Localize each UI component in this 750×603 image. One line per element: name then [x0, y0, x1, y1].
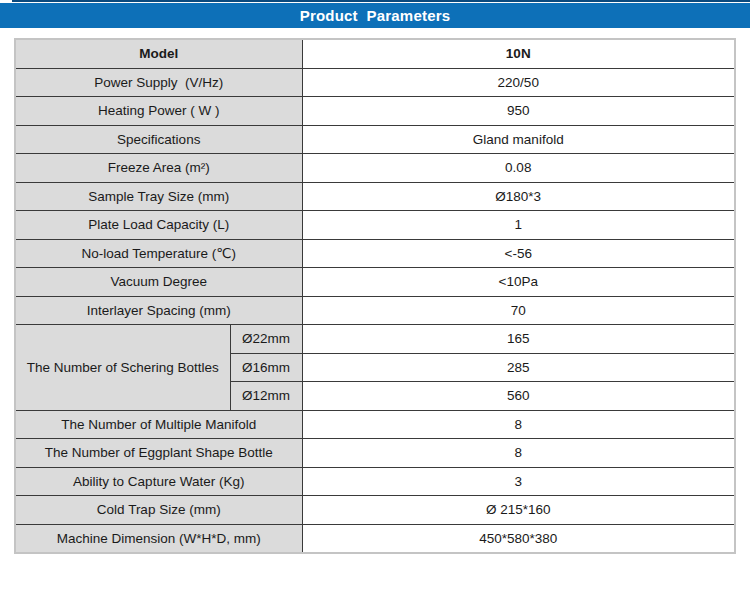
param-value-machine-dimension: 450*580*380 [302, 524, 735, 553]
param-sublabel-12mm: Ø12mm [230, 382, 302, 411]
table-row-heating-power: Heating Power ( W ) 950 [15, 97, 735, 126]
param-value-power-supply: 220/50 [302, 68, 735, 97]
parameters-table: Model 10N Power Supply (V/Hz) 220/50 Hea… [14, 38, 736, 554]
param-value-eggplant-bottle: 8 [302, 439, 735, 468]
param-label-eggplant-bottle: The Number of Eggplant Shape Bottle [15, 439, 302, 468]
param-label-multiple-manifold: The Number of Multiple Manifold [15, 410, 302, 439]
param-label-heating-power: Heating Power ( W ) [15, 97, 302, 126]
table-row-specifications: Specifications Gland manifold [15, 125, 735, 154]
param-value-vacuum-degree: <10Pa [302, 268, 735, 297]
table-row-freeze-area: Freeze Area (m²) 0.08 [15, 154, 735, 183]
param-value-16mm: 285 [302, 353, 735, 382]
param-value-model: 10N [302, 39, 735, 68]
param-label-vacuum-degree: Vacuum Degree [15, 268, 302, 297]
table-row-vacuum-degree: Vacuum Degree <10Pa [15, 268, 735, 297]
param-label-cold-trap-size: Cold Trap Size (mm) [15, 496, 302, 525]
param-label-sample-tray-size: Sample Tray Size (mm) [15, 182, 302, 211]
param-value-specifications: Gland manifold [302, 125, 735, 154]
param-sublabel-22mm: Ø22mm [230, 325, 302, 354]
param-label-no-load-temperature: No-load Temperature (℃) [15, 239, 302, 268]
table-row-interlayer-spacing: Interlayer Spacing (mm) 70 [15, 296, 735, 325]
param-label-capture-water: Ability to Capture Water (Kg) [15, 467, 302, 496]
param-label-model: Model [15, 39, 302, 68]
param-value-multiple-manifold: 8 [302, 410, 735, 439]
param-value-heating-power: 950 [302, 97, 735, 126]
table-row-machine-dimension: Machine Dimension (W*H*D, mm) 450*580*38… [15, 524, 735, 553]
param-value-no-load-temperature: <-56 [302, 239, 735, 268]
param-value-sample-tray-size: Ø180*3 [302, 182, 735, 211]
param-label-plate-load-capacity: Plate Load Capacity (L) [15, 211, 302, 240]
product-parameters-table: Model 10N Power Supply (V/Hz) 220/50 Hea… [14, 38, 736, 554]
param-label-specifications: Specifications [15, 125, 302, 154]
param-value-22mm: 165 [302, 325, 735, 354]
table-row-schering-22mm: The Number of Schering Bottles Ø22mm 165 [15, 325, 735, 354]
param-label-machine-dimension: Machine Dimension (W*H*D, mm) [15, 524, 302, 553]
table-row-power-supply: Power Supply (V/Hz) 220/50 [15, 68, 735, 97]
table-row-eggplant-bottle: The Number of Eggplant Shape Bottle 8 [15, 439, 735, 468]
param-label-power-supply: Power Supply (V/Hz) [15, 68, 302, 97]
param-value-capture-water: 3 [302, 467, 735, 496]
param-value-cold-trap-size: Ø 215*160 [302, 496, 735, 525]
table-row-multiple-manifold: The Number of Multiple Manifold 8 [15, 410, 735, 439]
param-value-freeze-area: 0.08 [302, 154, 735, 183]
param-label-interlayer-spacing: Interlayer Spacing (mm) [15, 296, 302, 325]
param-label-schering-bottles: The Number of Schering Bottles [15, 325, 230, 411]
table-row-model: Model 10N [15, 39, 735, 68]
param-value-12mm: 560 [302, 382, 735, 411]
page-title: Product Parameters [0, 3, 750, 28]
table-row-cold-trap-size: Cold Trap Size (mm) Ø 215*160 [15, 496, 735, 525]
table-row-sample-tray-size: Sample Tray Size (mm) Ø180*3 [15, 182, 735, 211]
table-row-plate-load-capacity: Plate Load Capacity (L) 1 [15, 211, 735, 240]
param-value-interlayer-spacing: 70 [302, 296, 735, 325]
top-accent-line [12, 0, 750, 2]
table-row-no-load-temperature: No-load Temperature (℃) <-56 [15, 239, 735, 268]
table-row-capture-water: Ability to Capture Water (Kg) 3 [15, 467, 735, 496]
param-sublabel-16mm: Ø16mm [230, 353, 302, 382]
param-label-freeze-area: Freeze Area (m²) [15, 154, 302, 183]
param-value-plate-load-capacity: 1 [302, 211, 735, 240]
